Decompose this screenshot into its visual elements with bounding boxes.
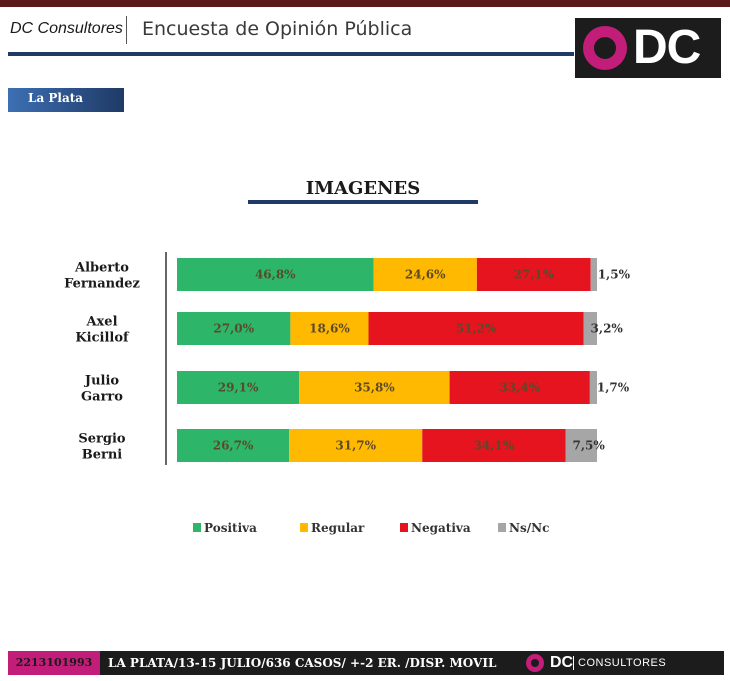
header-separator [126,16,127,44]
legend-label: Ns/Nc [509,521,549,535]
logo-circle-icon [583,26,627,70]
odc-logo: DC [575,18,721,78]
footer-logo-circle-icon [526,654,544,672]
stacked-bar-chart: Alberto Fernandez 46,8% 24,6% 27,1% 1,5% Axel K… [64,252,631,535]
data-label: 34,1% [474,439,515,453]
data-label: 46,8% [255,268,296,282]
category-label-line: Julio [84,374,119,389]
data-label: 7,5% [573,439,606,453]
category-label: Julio Garro [81,374,123,405]
legend-swatch [400,523,408,532]
chart-title: IMAGENES [305,178,421,199]
logo-text: DC [633,21,701,74]
data-label: 27,0% [213,322,254,336]
brand-name: DC Consultores [10,20,123,37]
category-label-line: Berni [82,448,123,463]
chart-title-rule [248,200,478,204]
data-label: 1,7% [597,381,630,395]
bar-segment-nsnc [583,312,597,345]
data-label: 33,4% [499,381,540,395]
bar-segment-positiva [177,371,300,404]
bar-segment-negativa [368,312,584,345]
data-label: 18,6% [309,322,350,336]
category-label-line: Sergio [78,432,126,447]
top-band [0,0,730,7]
footer-logo-text: DC [550,654,574,671]
location-tag: La Plata [8,88,124,112]
header-title: Encuesta de Opinión Pública [142,18,413,40]
footer-bar: 2213101993 LA PLATA/13-15 JULIO/636 CASO… [8,651,724,675]
bar-segment-positiva [177,429,290,462]
bar-segment-nsnc [565,429,597,462]
legend-label: Positiva [204,521,257,535]
category-label-line: Axel [85,315,117,330]
category-label-line: Kicillof [75,331,130,346]
bar-segment-nsnc [589,371,597,404]
bar-segment-negativa [449,371,590,404]
header-rule [8,52,574,56]
data-label: 27,1% [513,268,554,282]
bar-segment-regular [289,429,423,462]
bar-segment-regular [299,371,450,404]
legend-swatch [300,523,308,532]
category-label: Axel Kicillof [75,315,130,346]
bar-segment-regular [373,258,477,291]
data-label: 35,8% [354,381,395,395]
footer-consultores: CONSULTORES [573,651,722,675]
bar-segment-negativa [476,258,591,291]
footer-phone: 2213101993 [8,651,100,675]
bar-segment-nsnc [590,258,597,291]
category-label-line: Garro [81,390,123,405]
category-label: Sergio Berni [78,432,126,463]
category-label-line: Fernandez [64,277,140,292]
footer-info: LA PLATA/13-15 JULIO/636 CASOS/ +-2 ER. … [108,656,497,670]
location-label: La Plata [28,91,84,105]
data-label: 26,7% [213,439,254,453]
category-label-line: Alberto [74,261,129,276]
data-label: 31,7% [335,439,376,453]
legend-swatch [193,523,201,532]
bar-segment-positiva [177,312,291,345]
category-label: Alberto Fernandez [64,261,140,292]
data-label: 24,6% [405,268,446,282]
data-label: 3,2% [591,322,624,336]
data-label: 1,5% [598,268,631,282]
data-label: 51,2% [456,322,497,336]
bar-segment-regular [290,312,369,345]
legend-label: Regular [311,521,365,535]
bar-segment-negativa [422,429,566,462]
legend-label: Negativa [411,521,471,535]
legend-swatch [498,523,506,532]
bar-segment-positiva [177,258,374,291]
data-label: 29,1% [218,381,259,395]
